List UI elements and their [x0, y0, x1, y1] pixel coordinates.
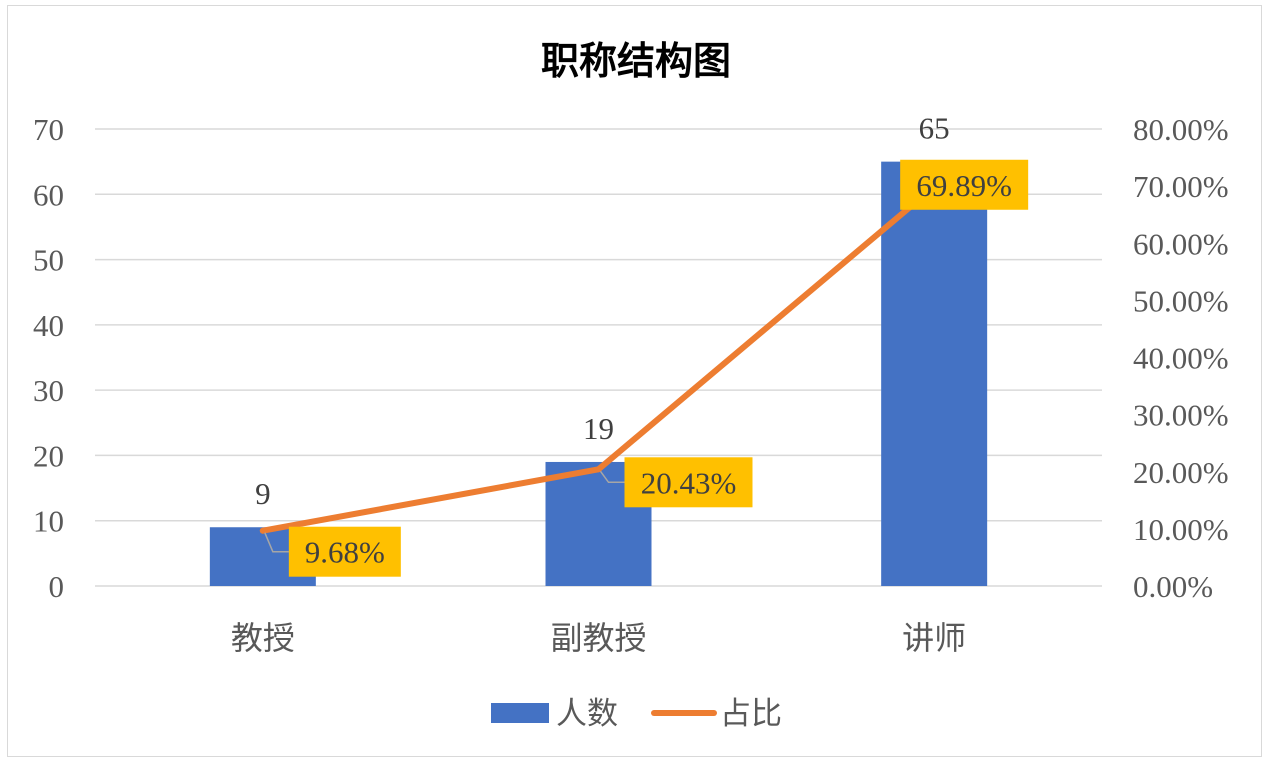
line-point: [595, 466, 602, 473]
legend: 人数 占比: [491, 696, 782, 732]
category-labels: 教授 副教授 讲师: [231, 619, 966, 657]
leader-line: [264, 532, 289, 553]
right-axis-tick-label: 50.00%: [1133, 283, 1229, 318]
right-axis-tick-label: 10.00%: [1133, 512, 1229, 547]
left-axis-tick-label: 60: [33, 177, 64, 212]
right-axis-tick-label: 60.00%: [1133, 226, 1229, 261]
chart-frame: [7, 5, 1262, 757]
leader-line: [599, 470, 625, 484]
right-axis-tick-label: 20.00%: [1133, 455, 1229, 490]
left-axis-tick-label: 40: [33, 308, 64, 343]
pct-value-label: 20.43%: [641, 465, 737, 500]
right-axis-tick-label: 30.00%: [1133, 398, 1229, 433]
right-axis-ticks: 0.00% 10.00% 20.00% 30.00% 40.00% 50.00% 60.00…: [1133, 112, 1229, 604]
line-point: [259, 527, 266, 534]
right-axis-tick-label: 70.00%: [1133, 169, 1229, 204]
pct-value-label: 69.89%: [916, 168, 1012, 203]
legend-label-line: 占比: [720, 696, 782, 732]
data-labels: 9 19 65 9.68% 20.43% 69.89%: [255, 111, 1029, 577]
chart-title: 职称结构图: [541, 38, 731, 83]
bar-series: [209, 161, 988, 586]
bar-value-label: 65: [919, 111, 950, 146]
left-axis-tick-label: 20: [33, 438, 64, 473]
bar-value-label: 9: [255, 476, 271, 511]
right-axis-tick-label: 40.00%: [1133, 341, 1229, 376]
category-label: 讲师: [902, 619, 966, 657]
left-axis-tick-label: 10: [33, 504, 64, 539]
left-axis-tick-label: 30: [33, 373, 64, 408]
category-label: 教授: [231, 619, 295, 657]
bar-value-label: 19: [583, 411, 614, 446]
bar: [881, 161, 988, 586]
legend-label-bar: 人数: [556, 696, 618, 732]
pct-value-label: 9.68%: [305, 535, 385, 570]
left-axis-ticks: 0 10 20 30 40 50 60 70: [33, 112, 64, 604]
left-axis-tick-label: 70: [33, 112, 64, 147]
right-axis-tick-label: 0.00%: [1133, 569, 1213, 604]
right-axis-tick-label: 80.00%: [1133, 112, 1229, 147]
left-axis-tick-label: 0: [49, 569, 65, 604]
pct-label-box: [900, 159, 1029, 210]
category-label: 副教授: [550, 619, 646, 657]
pct-label-box: [288, 526, 401, 577]
left-axis-tick-label: 50: [33, 243, 64, 278]
pct-label-box: [624, 457, 753, 508]
legend-swatch-bar: [491, 703, 549, 723]
